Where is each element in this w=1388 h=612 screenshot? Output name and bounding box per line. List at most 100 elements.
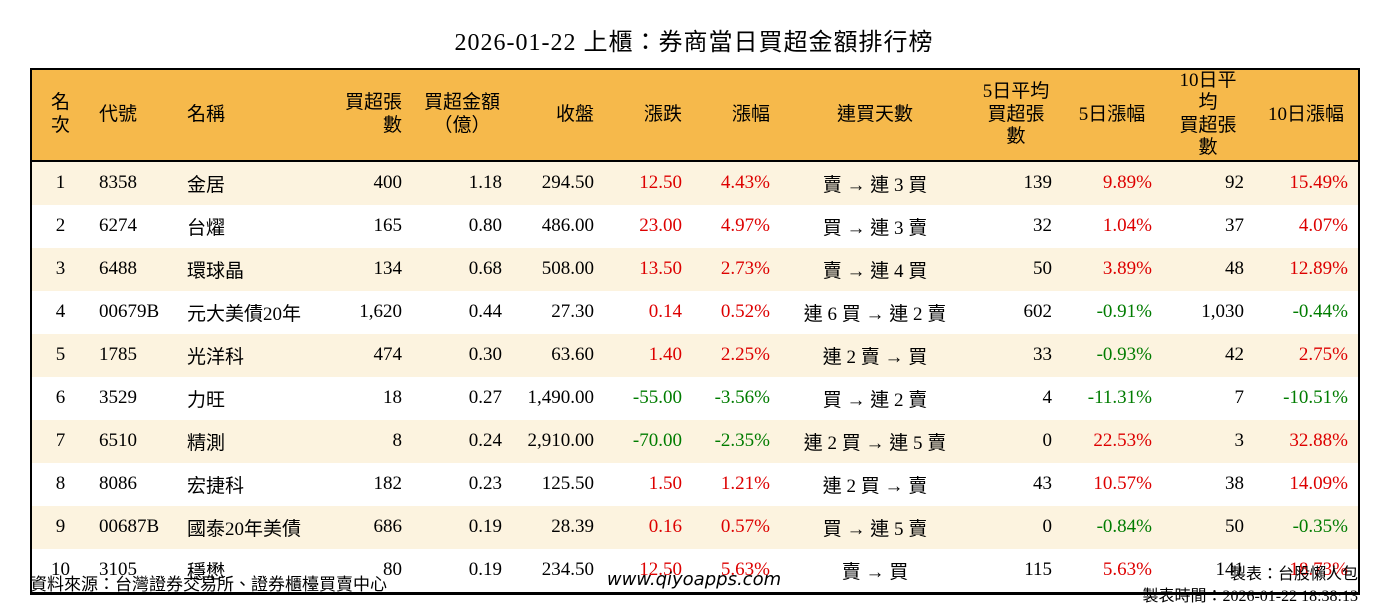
table-row: 1 8358 金居 400 1.18 294.50 12.50 4.43% 賣 → 連 3 買 1… — [31, 160, 1359, 205]
cell-rank: 8 — [55, 473, 66, 495]
cell-buy_lots: 400 — [373, 172, 403, 194]
cell-streak: 連 2 賣 → 買 — [822, 346, 928, 368]
cell-buy_lots: 165 — [373, 215, 403, 237]
cell-name: 環球晶 — [187, 260, 245, 282]
cell-avg5: 32 — [1033, 215, 1052, 237]
col-header-avg5: 5日平均 買超張數 — [970, 69, 1062, 162]
cell-avg5: 33 — [1033, 344, 1052, 366]
cell-pct10: 2.75% — [1298, 344, 1348, 366]
cell-streak: 連 6 買 → 連 2 賣 — [803, 303, 947, 325]
cell-pct5: 22.53% — [1093, 430, 1152, 452]
cell-pct10: 4.07% — [1298, 215, 1348, 237]
table-row: 6 3529 力旺 18 0.27 1,490.00 -55.00 -3.56% 買 → 連 2… — [31, 377, 1359, 420]
cell-avg10: 50 — [1225, 516, 1244, 538]
cell-close: 27.30 — [551, 301, 594, 323]
cell-buy_amount: 0.24 — [468, 430, 502, 452]
cell-pct10: -0.44% — [1292, 301, 1348, 323]
cell-code: 3529 — [99, 387, 137, 409]
col-header-buy_lots: 買超張數 — [327, 69, 412, 162]
cell-code: 3105 — [99, 559, 137, 581]
cell-name: 精測 — [187, 432, 226, 454]
col-header-code: 代號 — [89, 69, 177, 162]
cell-name: 光洋科 — [187, 346, 245, 368]
site-url: www.qiyoapps.com — [606, 569, 782, 590]
cell-rank: 3 — [55, 258, 66, 280]
cell-pct10: -0.35% — [1292, 516, 1348, 538]
cell-close: 2,910.00 — [527, 430, 595, 452]
cell-avg10: 92 — [1225, 172, 1244, 194]
cell-code: 00679B — [99, 301, 160, 323]
cell-pct5: 5.63% — [1102, 559, 1152, 581]
cell-close: 63.60 — [551, 344, 594, 366]
cell-streak: 買 → 連 2 賣 — [822, 389, 928, 411]
cell-pct10: -10.51% — [1283, 387, 1348, 409]
cell-streak: 連 2 買 → 連 5 賣 — [803, 432, 947, 454]
cell-avg5: 0 — [1042, 516, 1053, 538]
table-row: 10 3105 穩懋 80 0.19 234.50 12.50 5.63% 賣 → 買 115 5.… — [31, 549, 1359, 594]
cell-name: 金居 — [187, 174, 226, 196]
cell-change_pct: -3.56% — [714, 387, 770, 409]
cell-code: 6510 — [99, 430, 137, 452]
cell-rank: 1 — [55, 172, 66, 194]
cell-streak: 買 → 連 3 賣 — [822, 217, 928, 239]
cell-name: 穩懋 — [187, 561, 226, 583]
cell-buy_lots: 134 — [373, 258, 403, 280]
col-header-pct10: 10日漲幅 — [1254, 69, 1359, 162]
cell-buy_amount: 0.23 — [468, 473, 502, 495]
col-header-streak: 連買天數 — [780, 69, 970, 162]
report-maker: 製表：台股懶人包 — [1229, 566, 1358, 583]
cell-streak: 賣 → 連 4 買 — [822, 260, 928, 282]
cell-change: 0.14 — [648, 301, 682, 323]
cell-close: 508.00 — [541, 258, 594, 280]
cell-rank: 10 — [51, 559, 70, 581]
col-header-buy_amount: 買超金額 （億） — [412, 69, 512, 162]
cell-change: -70.00 — [632, 430, 682, 452]
cell-change_pct: 0.57% — [720, 516, 770, 538]
cell-pct5: -0.93% — [1096, 344, 1152, 366]
cell-avg5: 139 — [1023, 172, 1053, 194]
cell-name: 宏捷科 — [187, 475, 245, 497]
cell-streak: 買 → 連 5 賣 — [822, 518, 928, 540]
col-header-change_pct: 漲幅 — [692, 69, 780, 162]
table-row: 3 6488 環球晶 134 0.68 508.00 13.50 2.73% 賣 → 連 4 買… — [31, 247, 1359, 291]
cell-change: 13.50 — [639, 258, 682, 280]
cell-pct5: -0.84% — [1096, 516, 1152, 538]
cell-streak: 連 2 買 → 賣 — [822, 475, 928, 497]
cell-code: 1785 — [99, 344, 137, 366]
cell-pct10: 18.73% — [1289, 559, 1348, 581]
cell-rank: 2 — [55, 215, 66, 237]
cell-buy_amount: 1.18 — [468, 172, 502, 194]
col-header-rank: 名次 — [31, 69, 89, 162]
cell-rank: 9 — [55, 516, 66, 538]
table-row: 7 6510 精測 8 0.24 2,910.00 -70.00 -2.35% 連 2 買 → … — [31, 419, 1359, 463]
cell-buy_lots: 18 — [383, 387, 402, 409]
cell-close: 294.50 — [541, 172, 594, 194]
cell-pct5: 9.89% — [1102, 172, 1152, 194]
table-row: 4 00679B 元大美債20年 1,620 0.44 27.30 0.14 0.52% 連 6… — [31, 291, 1359, 334]
col-header-avg10: 10日平均 買超張數 — [1162, 69, 1254, 162]
cell-avg10: 1,030 — [1201, 301, 1244, 323]
cell-code: 00687B — [99, 516, 160, 538]
cell-change: 12.50 — [639, 559, 682, 581]
cell-rank: 6 — [55, 387, 66, 409]
cell-buy_amount: 0.44 — [468, 301, 502, 323]
cell-close: 234.50 — [541, 559, 594, 581]
cell-name: 台燿 — [187, 217, 226, 239]
cell-change: 23.00 — [639, 215, 682, 237]
cell-change_pct: 5.63% — [720, 559, 770, 581]
cell-buy_amount: 0.80 — [468, 215, 502, 237]
cell-avg10: 48 — [1225, 258, 1244, 280]
col-header-name: 名稱 — [177, 69, 327, 162]
cell-avg5: 0 — [1042, 430, 1053, 452]
col-header-pct5: 5日漲幅 — [1062, 69, 1162, 162]
cell-change_pct: -2.35% — [714, 430, 770, 452]
cell-avg5: 602 — [1023, 301, 1053, 323]
cell-buy_lots: 1,620 — [359, 301, 402, 323]
cell-avg10: 38 — [1225, 473, 1244, 495]
cell-code: 8086 — [99, 473, 137, 495]
page-title: 2026-01-22 上櫃：券商當日買超金額排行榜 — [454, 30, 934, 56]
cell-name: 力旺 — [187, 389, 226, 411]
cell-change: 1.40 — [648, 344, 682, 366]
cell-code: 6488 — [99, 258, 137, 280]
maker-block: 製表：台股懶人包 製表時間：2026-01-22 18:38:13 — [1142, 564, 1358, 608]
